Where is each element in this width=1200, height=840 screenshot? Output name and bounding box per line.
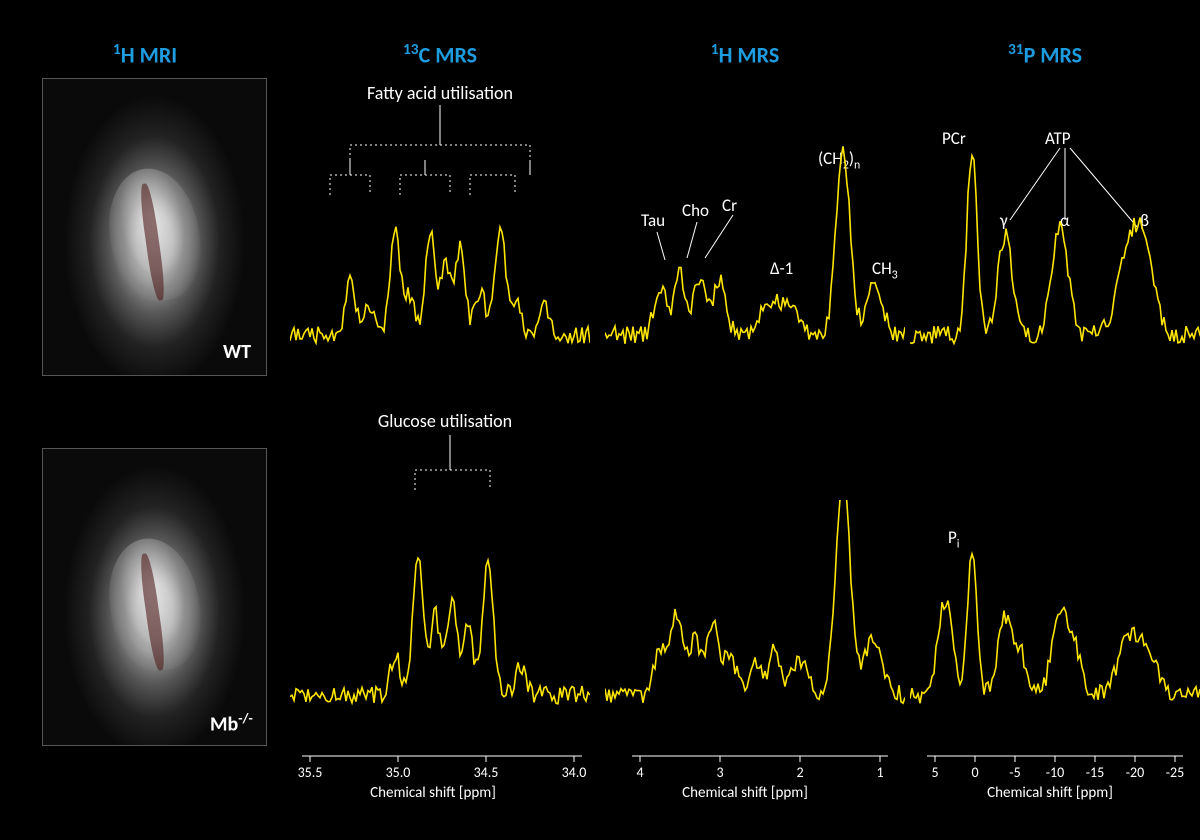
tick-label: 35.0: [386, 764, 411, 781]
axis-title: Chemical shift [ppm]: [615, 784, 875, 802]
tick-label: -25: [1166, 764, 1184, 781]
tick-label: 1: [876, 764, 883, 781]
tick-label: 0: [971, 764, 978, 781]
mri-image-wt: [42, 78, 267, 376]
axis-title: Chemical shift [ppm]: [925, 784, 1175, 802]
spectrum-c13-wt: [290, 140, 590, 380]
spectrum-h1-mb: [605, 500, 905, 740]
row-label-mb: Mb-/-: [210, 710, 253, 737]
tick-label: -15: [1086, 764, 1104, 781]
tick-label: -5: [1009, 764, 1020, 781]
spectrum-h1-wt: [605, 140, 905, 380]
spectrum-p31-mb: [910, 500, 1200, 740]
tick-label: 34.0: [562, 764, 587, 781]
tick-label: -10: [1046, 764, 1064, 781]
mri-content-mb: [43, 449, 266, 745]
anno-glucose: Glucose utilisation: [345, 410, 545, 432]
mri-content-wt: [43, 79, 266, 375]
spectrum-p31-wt: [910, 140, 1200, 380]
col-header-mri: 1H MRI: [0, 40, 290, 68]
col-header-p31: 31P MRS: [900, 40, 1190, 68]
spectrum-c13-mb: [290, 500, 590, 740]
tick-label: 3: [716, 764, 723, 781]
tick-label: 34.5: [474, 764, 499, 781]
col-header-c13: 13C MRS: [290, 40, 590, 68]
row-label-wt: WT: [223, 340, 251, 364]
tick-label: 5: [931, 764, 938, 781]
mri-image-mb: [42, 448, 267, 746]
col-header-h1: 1H MRS: [595, 40, 895, 68]
tick-label: 35.5: [298, 764, 323, 781]
tick-label: 2: [796, 764, 803, 781]
tick-label: -20: [1126, 764, 1144, 781]
axis-title: Chemical shift [ppm]: [303, 784, 563, 802]
tick-label: 4: [636, 764, 643, 781]
